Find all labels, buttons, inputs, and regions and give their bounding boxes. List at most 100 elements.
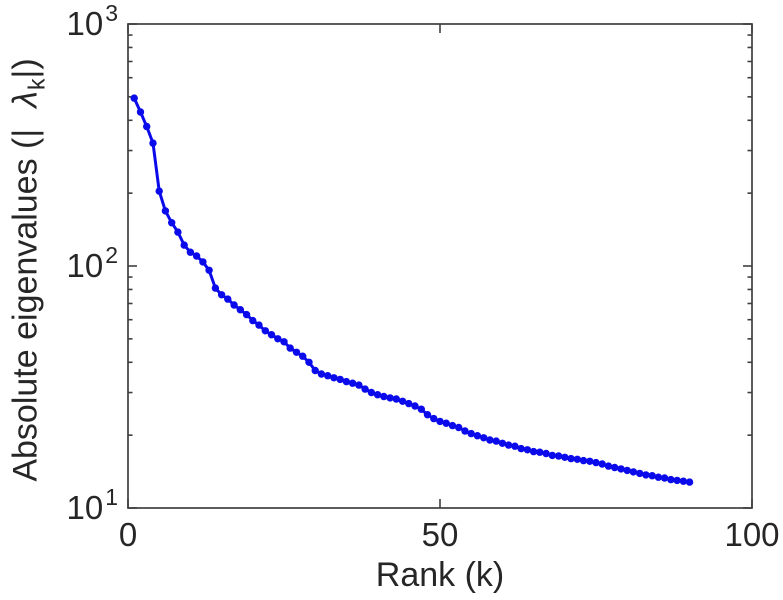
axes-box — [127, 23, 753, 509]
data-point-marker — [192, 252, 201, 260]
data-point-marker — [392, 395, 400, 403]
data-point-marker — [448, 421, 457, 430]
data-point-marker — [380, 392, 388, 401]
data-point-marker — [648, 472, 656, 480]
data-point-marker — [529, 447, 538, 456]
x-tick-label-50: 50 — [421, 516, 459, 553]
y-tick-exponent: 3 — [105, 0, 118, 26]
data-point-marker — [311, 366, 319, 375]
y-tick-label-10e1: 101 — [8, 484, 118, 528]
data-point-marker — [586, 457, 594, 465]
data-point-marker — [685, 478, 694, 486]
x-tick-label-100: 100 — [724, 516, 780, 553]
data-point-marker — [274, 335, 282, 343]
data-point-marker — [161, 207, 170, 215]
data-point-marker — [467, 429, 475, 438]
data-point-marker — [236, 306, 244, 314]
y-tick-base: 10 — [66, 489, 104, 526]
lambda-subscript: k — [23, 78, 50, 91]
data-point-marker — [579, 456, 588, 465]
data-point-marker — [324, 372, 332, 380]
y-tick-base: 10 — [66, 247, 104, 284]
data-point-marker — [373, 391, 382, 399]
data-point-marker — [186, 248, 195, 256]
data-point-marker — [205, 266, 213, 274]
data-point-marker — [367, 388, 376, 397]
data-point-marker — [611, 463, 619, 472]
data-point-marker — [486, 436, 494, 444]
data-point-marker — [492, 437, 500, 445]
data-point-marker — [642, 471, 650, 479]
y-tick-label-10e2: 102 — [8, 242, 118, 286]
y-label-prefix: Absolute eigenvalues (| — [6, 128, 45, 482]
data-point-marker — [267, 331, 276, 339]
data-point-marker — [554, 452, 563, 460]
data-point-marker — [567, 454, 575, 463]
data-point-marker — [211, 284, 220, 292]
data-point-marker — [542, 449, 550, 458]
data-point-marker — [280, 338, 288, 346]
data-point-marker — [654, 473, 663, 481]
data-point-marker — [598, 460, 606, 468]
y-tick-exponent: 2 — [105, 242, 118, 268]
data-point-marker — [199, 258, 207, 266]
data-point-marker — [286, 344, 294, 352]
data-point-marker — [623, 466, 631, 475]
data-point-marker — [292, 348, 301, 356]
data-point-marker — [130, 94, 138, 102]
data-point-marker — [523, 446, 532, 454]
data-point-marker — [355, 381, 363, 389]
data-point-marker — [548, 451, 556, 460]
data-point-marker — [455, 423, 463, 432]
data-point-marker — [180, 241, 188, 249]
data-point-marker — [168, 219, 176, 227]
data-point-marker — [398, 397, 407, 405]
data-point-marker — [149, 139, 157, 147]
data-point-marker — [604, 462, 613, 470]
data-point-marker — [261, 327, 269, 335]
data-point-marker — [592, 458, 600, 467]
data-point-marker — [573, 455, 581, 463]
data-point-marker — [517, 444, 525, 453]
data-point-marker — [174, 228, 182, 236]
data-point-marker — [361, 385, 369, 393]
data-point-marker — [667, 475, 675, 484]
data-point-marker — [561, 453, 569, 461]
data-point-marker — [230, 301, 238, 309]
data-point-marker — [423, 411, 432, 419]
data-point-marker — [386, 394, 394, 402]
data-point-marker — [342, 377, 351, 386]
y-axis-label: Absolute eigenvalues (| λk|) — [6, 58, 50, 482]
data-point-marker — [461, 427, 469, 435]
data-point-marker — [673, 476, 681, 485]
data-point-marker — [299, 352, 307, 360]
data-point-marker — [617, 465, 625, 473]
data-point-marker — [336, 375, 344, 384]
y-tick-exponent: 1 — [105, 484, 118, 510]
y-tick-label-10e3: 103 — [8, 0, 118, 44]
data-point-marker — [217, 291, 226, 299]
data-point-marker — [436, 417, 444, 426]
data-point-marker — [249, 316, 257, 325]
data-point-marker — [660, 474, 669, 482]
data-point-marker — [679, 477, 688, 485]
data-point-marker — [417, 405, 425, 413]
data-point-marker — [255, 321, 263, 329]
x-axis-label: Rank (k) — [375, 556, 505, 594]
data-point-marker — [317, 370, 326, 378]
data-point-marker — [305, 358, 313, 366]
data-point-marker — [330, 374, 338, 382]
lambda-symbol: λ — [6, 91, 45, 108]
data-point-marker — [504, 441, 513, 449]
x-tick-label-0: 0 — [118, 516, 138, 553]
data-point-marker — [242, 310, 251, 319]
data-point-marker — [442, 419, 450, 427]
y-tick-base: 10 — [66, 5, 104, 42]
data-point-marker — [498, 439, 507, 447]
y-label-suffix: |) — [6, 58, 45, 79]
data-point-marker — [224, 295, 232, 303]
data-point-marker — [143, 122, 151, 131]
data-point-marker — [405, 399, 413, 408]
data-point-marker — [536, 448, 544, 456]
